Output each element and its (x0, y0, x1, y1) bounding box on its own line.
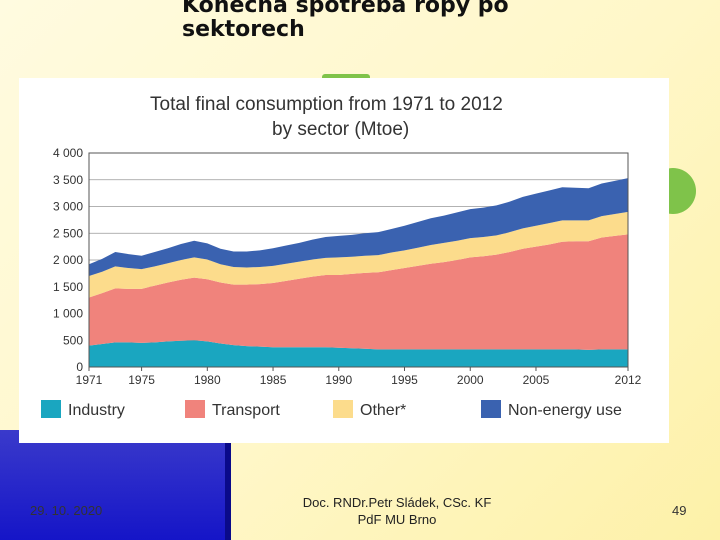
footer-author-line1: Doc. RNDr.Petr Sládek, CSc. KF (302, 495, 492, 510)
y-tick-label: 4 000 (53, 146, 83, 160)
x-tick-label: 1985 (260, 373, 287, 387)
legend-label-1: Transport (212, 402, 280, 419)
legend-swatch-2 (333, 400, 353, 418)
y-tick-label: 1 000 (53, 307, 83, 321)
x-tick-label: 1971 (76, 373, 103, 387)
legend: Industry Transport Other* Non-energy use (41, 400, 622, 419)
y-tick-label: 500 (63, 333, 83, 347)
y-tick-label: 3 000 (53, 200, 83, 214)
footer-date: 29. 10. 2020 (30, 503, 103, 518)
plot-area: 0 500 1 000 1 500 2 000 2 500 3 000 3 500 4 000 1… (53, 146, 642, 387)
area-series-2 (89, 211, 628, 298)
decorative-green-tab (322, 74, 370, 80)
legend-swatch-1 (185, 400, 205, 418)
footer-author-line2: PdF MU Brno (357, 512, 437, 527)
legend-swatch-0 (41, 400, 61, 418)
chart-panel: Total final consumption from 1971 to 201… (19, 78, 669, 443)
area-series-3 (89, 178, 628, 277)
x-tick-label: 2000 (457, 373, 484, 387)
y-tick-label: 2 500 (53, 226, 83, 240)
footer-author: Doc. RNDr.Petr Sládek, CSc. KF PdF MU Br… (282, 494, 512, 528)
decorative-blue-band (0, 430, 230, 540)
chart-title: Total final consumption from 1971 to 201… (150, 94, 503, 115)
x-tick-label: 1975 (128, 373, 155, 387)
page-number: 49 (672, 503, 687, 518)
x-tick-label: 2012 (615, 373, 642, 387)
area-series-0 (89, 340, 628, 367)
y-tick-label: 0 (76, 360, 83, 374)
x-tick-label: 2005 (523, 373, 550, 387)
y-tick-label: 1 500 (53, 280, 83, 294)
chart-subtitle: by sector (Mtoe) (272, 119, 409, 140)
area-series-1 (89, 234, 628, 350)
y-tick-label: 3 500 (53, 173, 83, 187)
plot-frame-top (88, 152, 629, 368)
slide-title: Konečná spotřeba ropy po sektorech (182, 0, 509, 42)
chart-svg: Total final consumption from 1971 to 201… (41, 94, 642, 419)
y-tick-label: 2 000 (53, 253, 83, 267)
legend-label-2: Other* (360, 402, 406, 419)
x-tick-label: 1995 (391, 373, 418, 387)
x-tick-label: 1990 (325, 373, 352, 387)
decorative-blue-edge (225, 440, 231, 540)
legend-swatch-3 (481, 400, 501, 418)
x-tick-label: 1980 (194, 373, 221, 387)
legend-label-3: Non-energy use (508, 402, 622, 419)
legend-label-0: Industry (68, 402, 125, 419)
